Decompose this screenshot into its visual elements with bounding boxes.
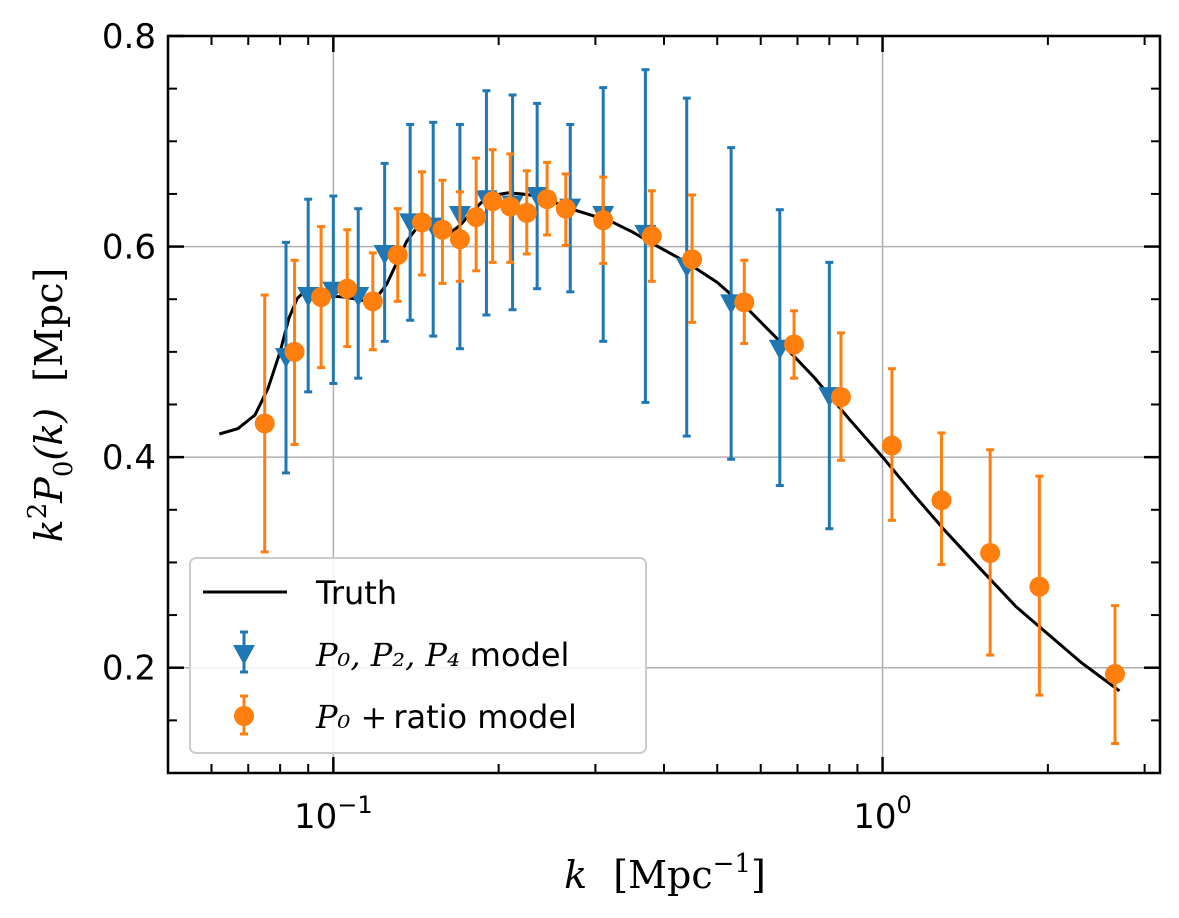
- legend-orange-label: P₀ + ratio model: [315, 698, 577, 736]
- ratio-point: [411, 170, 432, 277]
- ratio-point: [555, 172, 576, 248]
- ratio-marker: [516, 202, 537, 223]
- ratio-point: [254, 293, 275, 554]
- ratio-point: [641, 189, 662, 283]
- ratio-marker: [734, 292, 755, 313]
- legend-blue-label: P₀, P₂, P₄ model: [315, 636, 569, 674]
- x-tick-label: 100: [853, 791, 912, 837]
- ratio-point: [284, 258, 305, 447]
- ratio-marker: [362, 291, 383, 312]
- y-tick-label: 0.4: [102, 438, 156, 478]
- ratio-point: [1105, 604, 1126, 746]
- ratio-marker: [411, 212, 432, 233]
- ratio-point: [387, 207, 408, 303]
- ratio-point: [830, 331, 851, 462]
- ratio-point: [311, 225, 332, 370]
- ratio-marker: [537, 189, 558, 210]
- x-axis-title: k [Mpc−1]: [564, 849, 766, 897]
- ratio-marker: [784, 334, 805, 355]
- ratio-point: [593, 175, 614, 265]
- ratio-point: [784, 309, 805, 380]
- ratio-point: [734, 258, 755, 345]
- ratio-marker: [500, 196, 521, 217]
- legend-frame: [189, 557, 647, 754]
- tick-labels: 0.2 0.4 0.6 0.8 10−1 100: [102, 17, 912, 837]
- ratio-marker: [555, 198, 576, 219]
- p024-model-series: [274, 68, 841, 531]
- ratio-marker: [432, 219, 453, 240]
- ratio-point: [682, 193, 703, 324]
- ratio-marker: [1105, 664, 1126, 685]
- ratio-marker: [830, 387, 851, 408]
- ratio-point: [500, 152, 521, 264]
- ratio-point: [931, 431, 952, 567]
- p0-ratio-model-series: [254, 148, 1126, 746]
- ratio-marker: [641, 226, 662, 247]
- ratio-point: [337, 228, 358, 349]
- legend-orange-swatch: [234, 694, 254, 736]
- x-tick-label: 10−1: [294, 791, 373, 837]
- legend-truth-label: Truth: [315, 574, 397, 612]
- ratio-marker: [449, 229, 470, 250]
- ratio-marker: [337, 278, 358, 299]
- ratio-marker: [980, 542, 1001, 563]
- ratio-point: [516, 169, 537, 256]
- ratio-marker: [931, 490, 952, 511]
- ratio-marker: [1029, 576, 1050, 597]
- ratio-marker: [387, 244, 408, 265]
- ratio-point: [362, 251, 383, 352]
- ratio-point: [466, 156, 487, 273]
- ratio-marker: [254, 413, 275, 434]
- ratio-marker: [593, 210, 614, 231]
- ratio-point: [881, 367, 902, 522]
- ratio-marker: [482, 191, 503, 212]
- ratio-marker: [466, 207, 487, 228]
- ratio-point: [482, 148, 503, 264]
- ratio-point: [980, 448, 1001, 657]
- y-axis-title: k2P0(k) [Mpc]: [23, 268, 79, 543]
- ratio-point: [432, 178, 453, 285]
- ratio-marker: [682, 249, 703, 270]
- y-tick-label: 0.8: [102, 17, 156, 57]
- ratio-marker: [881, 435, 902, 456]
- y-tick-label: 0.6: [102, 228, 156, 268]
- legend: Truth P₀, P₂, P₄ model P₀ + ratio model: [189, 557, 647, 754]
- axes: [166, 34, 1162, 775]
- ratio-point: [449, 190, 470, 283]
- ratio-point: [1029, 474, 1050, 697]
- y-tick-label: 0.2: [102, 649, 156, 689]
- ratio-marker: [311, 287, 332, 308]
- ratio-point: [537, 160, 558, 237]
- legend-blue-swatch: [233, 630, 255, 674]
- ratio-marker: [284, 341, 305, 362]
